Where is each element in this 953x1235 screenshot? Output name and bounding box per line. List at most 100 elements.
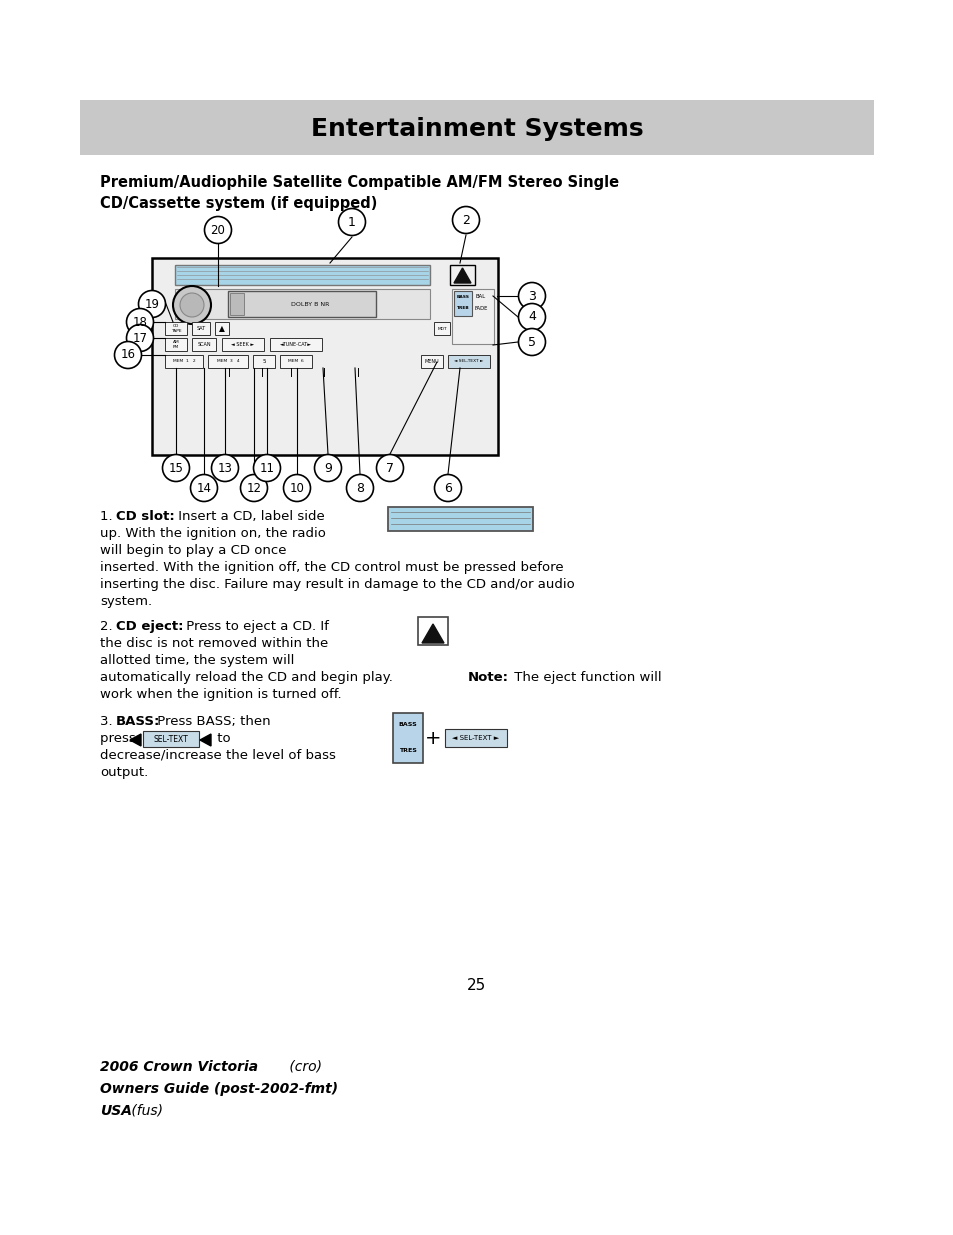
- Circle shape: [127, 325, 153, 352]
- Text: up. With the ignition on, the radio: up. With the ignition on, the radio: [100, 527, 326, 540]
- Bar: [434, 322, 450, 335]
- Text: 1: 1: [348, 215, 355, 228]
- Polygon shape: [454, 268, 471, 283]
- Text: Note:: Note:: [468, 671, 509, 684]
- Text: BASS:: BASS:: [116, 715, 160, 727]
- Text: BAL: BAL: [476, 294, 485, 299]
- Text: 13: 13: [217, 462, 233, 474]
- Text: MDT: MDT: [436, 326, 446, 331]
- Bar: [420, 354, 442, 368]
- Bar: [452, 289, 494, 345]
- Text: 9: 9: [324, 462, 332, 474]
- Text: (fus): (fus): [127, 1104, 163, 1118]
- Text: USA: USA: [100, 1104, 132, 1118]
- Polygon shape: [130, 734, 141, 746]
- Circle shape: [127, 309, 153, 336]
- Text: 14: 14: [196, 482, 212, 494]
- Circle shape: [338, 209, 365, 236]
- Bar: [174, 289, 430, 319]
- Text: BASS: BASS: [398, 722, 416, 727]
- Circle shape: [434, 474, 461, 501]
- Circle shape: [314, 454, 341, 482]
- Bar: [417, 618, 448, 645]
- Bar: [450, 266, 475, 285]
- Text: 2.: 2.: [100, 620, 117, 634]
- Bar: [80, 100, 873, 156]
- Bar: [280, 354, 312, 368]
- Text: work when the ignition is turned off.: work when the ignition is turned off.: [100, 688, 341, 701]
- Circle shape: [376, 454, 403, 482]
- Text: allotted time, the system will: allotted time, the system will: [100, 655, 294, 667]
- Text: ◄ SEEK ►: ◄ SEEK ►: [232, 342, 254, 347]
- Text: the disc is not removed within the: the disc is not removed within the: [100, 637, 328, 650]
- Text: 2006 Crown Victoria: 2006 Crown Victoria: [100, 1060, 258, 1074]
- Text: MEM  1   2: MEM 1 2: [172, 359, 195, 363]
- Text: Premium/Audiophile Satellite Compatible AM/FM Stereo Single
CD/Cassette system (: Premium/Audiophile Satellite Compatible …: [100, 175, 618, 211]
- Text: DOLBY B NR: DOLBY B NR: [291, 301, 329, 306]
- Text: 18: 18: [132, 315, 148, 329]
- Polygon shape: [421, 624, 443, 643]
- Bar: [253, 354, 274, 368]
- Text: 19: 19: [144, 298, 159, 310]
- Bar: [174, 266, 430, 285]
- Text: 15: 15: [169, 462, 183, 474]
- Bar: [165, 354, 203, 368]
- Circle shape: [212, 454, 238, 482]
- Bar: [228, 291, 375, 317]
- Text: 10: 10: [290, 482, 304, 494]
- Text: TRES: TRES: [398, 748, 416, 753]
- Polygon shape: [200, 734, 211, 746]
- Text: 2: 2: [461, 214, 470, 226]
- Circle shape: [518, 283, 545, 310]
- Text: 1.: 1.: [100, 510, 117, 522]
- Text: will begin to play a CD once: will begin to play a CD once: [100, 543, 286, 557]
- Text: CD
TAPE: CD TAPE: [171, 325, 181, 332]
- Text: The eject function will: The eject function will: [510, 671, 661, 684]
- Text: 11: 11: [259, 462, 274, 474]
- Text: MEM  6: MEM 6: [288, 359, 304, 363]
- Text: SEL-TEXT: SEL-TEXT: [153, 735, 188, 743]
- Bar: [222, 338, 264, 351]
- Bar: [214, 322, 229, 335]
- Text: SAT: SAT: [196, 326, 206, 331]
- Text: 3.: 3.: [100, 715, 117, 727]
- Text: ◄ SEL-TEXT ►: ◄ SEL-TEXT ►: [452, 735, 499, 741]
- Text: 25: 25: [467, 977, 486, 993]
- Text: 5: 5: [527, 336, 536, 348]
- Bar: [448, 354, 490, 368]
- Text: 17: 17: [132, 331, 148, 345]
- Text: press: press: [100, 732, 140, 745]
- Bar: [393, 713, 422, 763]
- Text: Owners Guide (post-2002-fmt): Owners Guide (post-2002-fmt): [100, 1082, 337, 1095]
- Text: 7: 7: [386, 462, 394, 474]
- Text: 6: 6: [443, 482, 452, 494]
- Text: AM
FM: AM FM: [172, 340, 179, 348]
- Circle shape: [114, 342, 141, 368]
- Text: inserted. With the ignition off, the CD control must be pressed before: inserted. With the ignition off, the CD …: [100, 561, 563, 574]
- Text: Insert a CD, label side: Insert a CD, label side: [173, 510, 324, 522]
- Text: decrease/increase the level of bass: decrease/increase the level of bass: [100, 748, 335, 762]
- Text: ◄ SEL-TEXT ►: ◄ SEL-TEXT ►: [454, 359, 483, 363]
- Text: 5: 5: [262, 359, 266, 364]
- Circle shape: [240, 474, 267, 501]
- Text: 3: 3: [528, 289, 536, 303]
- Bar: [444, 729, 506, 747]
- Text: automatically reload the CD and begin play.: automatically reload the CD and begin pl…: [100, 671, 396, 684]
- Bar: [165, 322, 187, 335]
- Text: CD eject:: CD eject:: [116, 620, 183, 634]
- Circle shape: [138, 290, 165, 317]
- Bar: [454, 291, 472, 316]
- Bar: [208, 354, 248, 368]
- Circle shape: [204, 216, 232, 243]
- Circle shape: [162, 454, 190, 482]
- Text: inserting the disc. Failure may result in damage to the CD and/or audio: inserting the disc. Failure may result i…: [100, 578, 574, 592]
- Text: 20: 20: [211, 224, 225, 236]
- Circle shape: [180, 293, 204, 317]
- Text: TREB: TREB: [456, 306, 469, 310]
- Circle shape: [346, 474, 374, 501]
- Text: Press BASS; then: Press BASS; then: [152, 715, 271, 727]
- Text: Entertainment Systems: Entertainment Systems: [311, 117, 642, 141]
- Bar: [152, 258, 497, 454]
- Circle shape: [518, 329, 545, 356]
- Text: MENU: MENU: [424, 359, 438, 364]
